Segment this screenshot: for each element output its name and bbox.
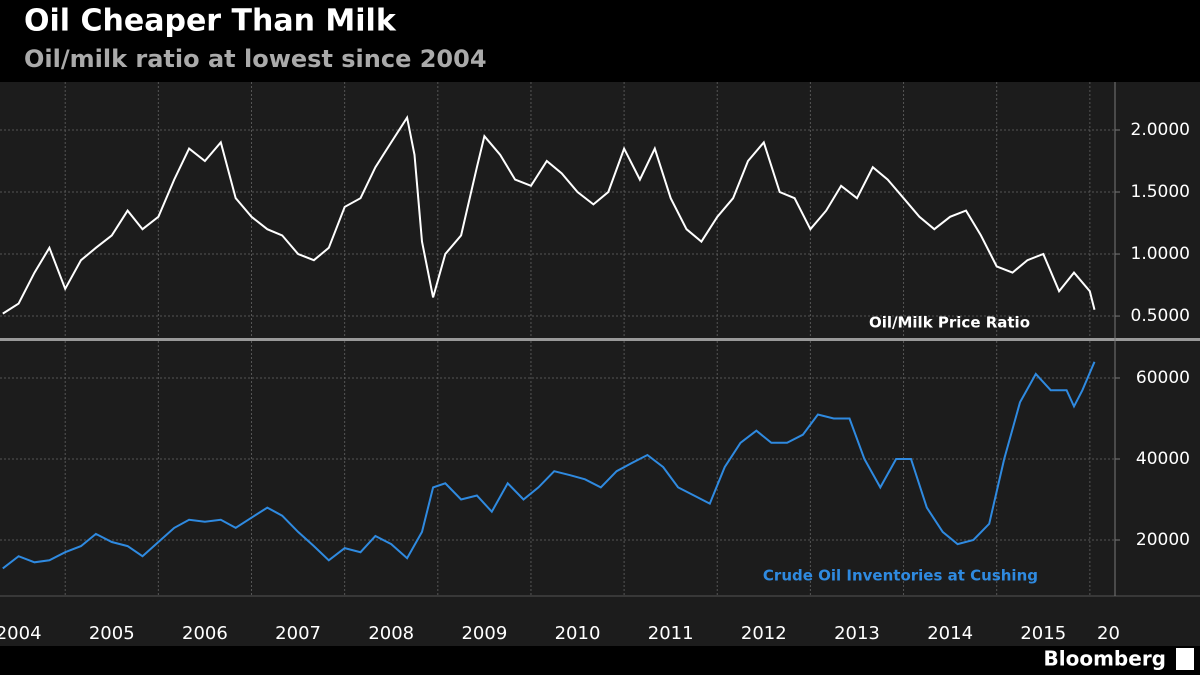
line [2, 114, 1096, 315]
series-label: Oil/Milk Price Ratio [869, 314, 1030, 332]
x-tick-label: 2008 [368, 623, 414, 644]
y-tick-label: 2.0000 [1131, 120, 1190, 140]
y-tick-label: 60000 [1136, 368, 1190, 388]
series-label: Crude Oil Inventories at Cushing [763, 567, 1038, 585]
y-tick-label: 40000 [1136, 449, 1190, 469]
plot-background [0, 82, 1200, 646]
x-tick-label: 2004 [0, 623, 42, 644]
chart-subtitle: Oil/milk ratio at lowest since 2004 [24, 45, 487, 73]
y-tick-label: 1.5000 [1131, 182, 1190, 202]
x-tick-label: 2009 [461, 623, 507, 644]
x-tick-label: 2010 [555, 623, 601, 644]
x-tick-label: 2014 [927, 623, 973, 644]
x-tick-label: 2007 [275, 623, 321, 644]
x-tick-label: 2013 [834, 623, 880, 644]
x-tick-label: 20 [1097, 623, 1120, 644]
x-tick-label: 2012 [741, 623, 787, 644]
line [2, 361, 1096, 570]
chart-title: Oil Cheaper Than Milk [24, 4, 397, 39]
x-tick-label: 2006 [182, 623, 228, 644]
logo-icon [1176, 648, 1194, 670]
y-tick-label: 0.5000 [1131, 306, 1190, 326]
x-tick-label: 2005 [89, 623, 135, 644]
y-tick-label: 20000 [1136, 530, 1190, 550]
x-tick-label: 2011 [648, 623, 694, 644]
source: Bloomberg [1044, 647, 1166, 671]
x-tick-label: 2015 [1020, 623, 1066, 644]
y-tick-label: 1.0000 [1131, 244, 1190, 264]
